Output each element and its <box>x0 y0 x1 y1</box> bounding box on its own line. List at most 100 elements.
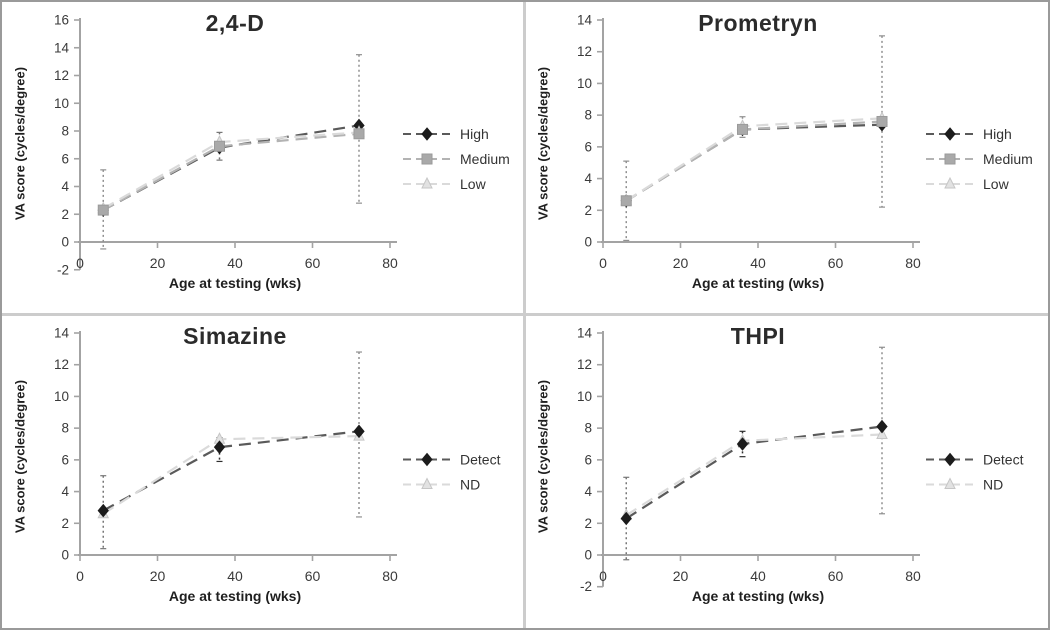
legend-marker-square-icon <box>403 153 453 165</box>
series-line-high <box>625 123 883 202</box>
square-marker-medium <box>353 128 365 140</box>
diamond-marker-detect <box>876 419 888 434</box>
legend-item-high: High <box>403 126 517 142</box>
legend-marker-diamond-icon <box>926 127 976 141</box>
y-tick-label: 16 <box>54 13 69 28</box>
x-tick-label: 60 <box>828 255 844 271</box>
legend-label: Medium <box>983 151 1033 167</box>
diamond-marker-detect <box>213 440 226 454</box>
y-tick-label: 6 <box>584 452 592 467</box>
y-tick-label: 6 <box>61 151 69 166</box>
chart-title: THPI <box>730 323 786 349</box>
y-axis-label: VA score (cycles/degree) <box>12 379 28 534</box>
square-marker-medium <box>876 115 888 127</box>
square-marker-medium <box>214 140 225 152</box>
y-tick-label: 12 <box>54 68 69 83</box>
square-marker-medium <box>944 153 956 165</box>
y-tick-label: 14 <box>54 326 70 341</box>
legend-label: Low <box>460 176 486 192</box>
legend-item-medium: Medium <box>403 151 517 167</box>
y-tick-label: -2 <box>57 262 69 277</box>
square-marker-medium <box>737 123 748 135</box>
x-tick-label: 40 <box>750 255 766 271</box>
y-axis-label: VA score (cycles/degree) <box>535 379 551 534</box>
x-tick-label: 80 <box>382 568 398 584</box>
legend-label: Detect <box>983 451 1024 468</box>
y-tick-label: 8 <box>584 108 592 123</box>
x-tick-label: 80 <box>905 255 921 271</box>
legend-label: High <box>460 126 489 142</box>
y-tick-label: 14 <box>54 40 70 55</box>
series-line-medium <box>102 132 360 212</box>
y-tick-label: 12 <box>577 357 592 372</box>
square-marker-medium <box>620 195 632 207</box>
y-tick-label: 8 <box>584 421 592 436</box>
x-tick-label: 80 <box>905 568 921 584</box>
y-tick-label: 0 <box>584 548 592 563</box>
series-line-nd <box>625 433 883 517</box>
plot-area: -2 0 2 4 6 8 10 12 14 0 20 40 60 80 <box>577 326 921 595</box>
series-line-low <box>625 117 883 202</box>
diamond-marker-high <box>421 127 433 141</box>
chart-title: Prometryn <box>698 10 818 36</box>
x-axis-label: Age at testing (wks) <box>168 588 302 604</box>
legend: High Medium Low <box>403 126 517 192</box>
x-tick-label: 0 <box>76 255 84 271</box>
legend-marker-triangle-icon <box>403 177 453 189</box>
y-tick-label: 12 <box>54 357 69 372</box>
y-tick-label: 4 <box>61 484 69 499</box>
legend-marker-square-icon <box>926 153 976 165</box>
x-tick-label: 40 <box>227 255 243 271</box>
chart-title: 2,4-D <box>205 10 265 36</box>
x-tick-label: 20 <box>150 568 166 584</box>
diamond-marker-detect <box>353 424 365 439</box>
y-tick-label: 4 <box>584 484 592 499</box>
y-tick-label: 10 <box>577 76 592 91</box>
y-tick-label: 10 <box>54 389 69 404</box>
y-tick-label: 14 <box>577 13 593 28</box>
chart-title: Simazine <box>183 323 287 349</box>
diamond-marker-detect <box>97 503 109 518</box>
legend-label: ND <box>460 476 481 493</box>
y-tick-label: 2 <box>584 203 592 218</box>
triangle-marker-low <box>421 177 433 189</box>
x-tick-label: 40 <box>227 568 243 584</box>
legend-marker-diamond-icon <box>403 127 453 141</box>
y-tick-label: 2 <box>584 516 592 531</box>
y-tick-label: 10 <box>577 389 592 404</box>
chart-panel-simazine: 0 2 4 6 8 10 12 14 0 20 40 60 80 Simazine VA score (… <box>2 315 525 628</box>
x-tick-label: 0 <box>76 568 84 584</box>
x-tick-label: 20 <box>150 255 166 271</box>
legend-label: Low <box>983 176 1009 192</box>
x-tick-label: 60 <box>305 568 321 584</box>
y-tick-label: 2 <box>61 207 69 222</box>
legend: Detect ND <box>926 452 1040 493</box>
legend-label: High <box>983 126 1012 142</box>
legend-item-high: High <box>926 126 1040 142</box>
series-line-detect <box>625 425 883 520</box>
y-tick-label: 14 <box>577 326 593 341</box>
x-tick-label: 60 <box>828 568 844 584</box>
plot-area: 0 2 4 6 8 10 12 14 0 20 40 60 80 <box>577 13 921 272</box>
x-axis-label: Age at testing (wks) <box>691 588 825 604</box>
triangle-marker-nd <box>421 477 433 489</box>
legend-marker-diamond-icon <box>926 452 976 467</box>
legend-item-detect: Detect <box>926 452 1040 468</box>
legend-item-detect: Detect <box>403 452 517 468</box>
series-line-detect <box>102 430 360 512</box>
square-marker-medium <box>97 204 109 216</box>
legend-marker-triangle-icon <box>926 477 976 489</box>
y-tick-label: 10 <box>54 96 69 111</box>
legend-item-low: Low <box>403 176 517 192</box>
diamond-marker-detect <box>736 437 749 451</box>
triangle-marker-nd <box>876 427 888 439</box>
y-tick-label: 12 <box>577 44 592 59</box>
x-tick-label: 20 <box>673 568 689 584</box>
diamond-marker-detect <box>421 452 433 467</box>
plot-area: 0 2 4 6 8 10 12 14 0 20 40 60 80 <box>54 326 398 585</box>
diamond-marker-detect <box>620 511 632 526</box>
legend-label: Medium <box>460 151 510 167</box>
y-tick-label: 0 <box>61 235 69 250</box>
x-tick-label: 60 <box>305 255 321 271</box>
